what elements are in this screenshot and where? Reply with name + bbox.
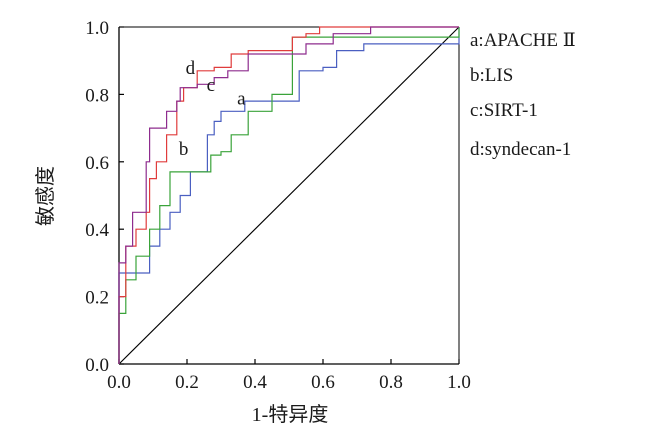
x-axis-title: 1-特异度 (252, 403, 329, 426)
curve-label-b: b (179, 139, 189, 160)
reference-line-layer (118, 26, 460, 365)
x-tick-label: 0.4 (243, 372, 267, 393)
curve-label-d: d (186, 58, 196, 79)
x-tick-label: 0.2 (175, 372, 199, 393)
legend: a:APACHE Ⅱ b:LIS c:SIRT-1 d:syndecan-1 (470, 30, 576, 160)
y-tick-label: 0.8 (85, 85, 109, 106)
legend-entry: d:syndecan-1 (470, 139, 571, 160)
y-tick-label: 0.0 (85, 355, 109, 376)
series-line-d (118, 26, 459, 364)
y-tick-label: 0.6 (85, 153, 109, 174)
x-tick-label: 0.0 (107, 372, 131, 393)
x-tick-label: 1.0 (447, 372, 471, 393)
y-tick-label: 1.0 (85, 18, 109, 39)
tick-labels-layer: 0.00.0 0.2 0.2 0.4 0.4 0.6 0.6 0.8 0.8 1.0 1.0 (85, 18, 471, 393)
series-layer (118, 26, 460, 364)
y-tick-label: 0.2 (85, 288, 109, 309)
y-axis-title: 敏感度 (34, 166, 57, 226)
legend-entry: b:LIS (470, 65, 513, 86)
series-line-b (118, 27, 460, 364)
x-tick-label: 0.8 (379, 372, 403, 393)
y-tick-label: 0.4 (85, 220, 109, 241)
reference-diagonal-line (118, 26, 460, 365)
series-line-a (118, 27, 460, 364)
x-tick-label: 0.6 (311, 372, 335, 393)
curve-label-a: a (237, 89, 246, 110)
curve-labels-layer: a b cd (179, 58, 246, 160)
legend-entry: c:SIRT-1 (470, 100, 538, 121)
series-line-c (118, 26, 459, 364)
legend-entry: a:APACHE Ⅱ (470, 30, 576, 51)
curve-label-c: c (207, 75, 215, 96)
